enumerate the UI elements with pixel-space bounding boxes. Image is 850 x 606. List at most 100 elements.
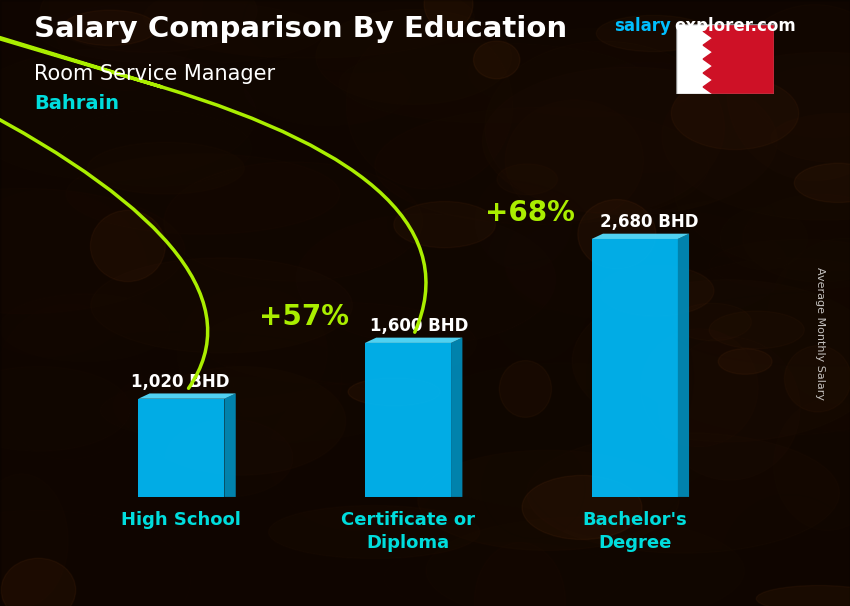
Ellipse shape bbox=[0, 0, 281, 93]
Ellipse shape bbox=[718, 348, 772, 375]
Ellipse shape bbox=[572, 280, 850, 442]
Ellipse shape bbox=[752, 280, 850, 432]
Text: 1,020 BHD: 1,020 BHD bbox=[132, 373, 230, 391]
Polygon shape bbox=[224, 393, 235, 497]
Ellipse shape bbox=[0, 367, 131, 451]
Ellipse shape bbox=[743, 194, 850, 282]
Ellipse shape bbox=[177, 287, 327, 416]
Polygon shape bbox=[592, 234, 689, 239]
Text: explorer.com: explorer.com bbox=[674, 17, 796, 35]
Ellipse shape bbox=[497, 482, 664, 606]
Ellipse shape bbox=[100, 377, 402, 444]
Ellipse shape bbox=[672, 77, 799, 150]
Ellipse shape bbox=[482, 438, 586, 539]
Ellipse shape bbox=[578, 199, 656, 269]
Text: 2,680 BHD: 2,680 BHD bbox=[599, 213, 698, 231]
Ellipse shape bbox=[225, 0, 380, 124]
Text: Salary Comparison By Education: Salary Comparison By Education bbox=[34, 15, 567, 43]
Ellipse shape bbox=[426, 517, 745, 606]
Ellipse shape bbox=[39, 1, 323, 64]
Ellipse shape bbox=[521, 388, 689, 536]
Polygon shape bbox=[677, 234, 689, 497]
Ellipse shape bbox=[0, 510, 190, 606]
Ellipse shape bbox=[105, 391, 246, 490]
Ellipse shape bbox=[475, 172, 572, 270]
Ellipse shape bbox=[394, 201, 496, 248]
Ellipse shape bbox=[269, 381, 445, 531]
Ellipse shape bbox=[114, 365, 309, 447]
Ellipse shape bbox=[137, 367, 346, 475]
Ellipse shape bbox=[771, 113, 850, 162]
Ellipse shape bbox=[418, 450, 679, 550]
Ellipse shape bbox=[484, 41, 724, 213]
Ellipse shape bbox=[527, 433, 840, 553]
Ellipse shape bbox=[659, 337, 800, 480]
Ellipse shape bbox=[0, 294, 170, 361]
Ellipse shape bbox=[727, 5, 850, 181]
Ellipse shape bbox=[1, 558, 76, 606]
Ellipse shape bbox=[474, 542, 565, 606]
Text: Room Service Manager: Room Service Manager bbox=[34, 64, 275, 84]
Ellipse shape bbox=[649, 200, 819, 257]
Ellipse shape bbox=[0, 304, 142, 460]
Bar bbox=[139, 399, 224, 497]
Ellipse shape bbox=[245, 55, 411, 126]
Text: Bahrain: Bahrain bbox=[34, 94, 119, 113]
Ellipse shape bbox=[522, 475, 642, 539]
Ellipse shape bbox=[720, 207, 807, 270]
Text: salary: salary bbox=[614, 17, 671, 35]
Ellipse shape bbox=[49, 0, 202, 91]
Ellipse shape bbox=[397, 363, 725, 510]
Polygon shape bbox=[365, 338, 462, 343]
Ellipse shape bbox=[0, 48, 257, 181]
Ellipse shape bbox=[506, 208, 787, 323]
Ellipse shape bbox=[346, 21, 513, 189]
Ellipse shape bbox=[465, 164, 776, 275]
Ellipse shape bbox=[269, 505, 479, 559]
Ellipse shape bbox=[388, 179, 587, 267]
Text: +57%: +57% bbox=[258, 303, 348, 331]
Polygon shape bbox=[703, 24, 774, 94]
Ellipse shape bbox=[0, 190, 148, 356]
Ellipse shape bbox=[483, 67, 777, 215]
Ellipse shape bbox=[316, 9, 512, 104]
Ellipse shape bbox=[144, 0, 474, 58]
Ellipse shape bbox=[296, 214, 556, 344]
Ellipse shape bbox=[339, 43, 649, 123]
Ellipse shape bbox=[794, 163, 850, 202]
Ellipse shape bbox=[33, 331, 345, 399]
Ellipse shape bbox=[63, 10, 156, 45]
Ellipse shape bbox=[756, 585, 850, 606]
Ellipse shape bbox=[562, 62, 735, 172]
Ellipse shape bbox=[164, 162, 422, 281]
Ellipse shape bbox=[499, 361, 552, 418]
Ellipse shape bbox=[91, 258, 353, 353]
Ellipse shape bbox=[662, 52, 850, 220]
Ellipse shape bbox=[709, 239, 850, 290]
Ellipse shape bbox=[424, 0, 473, 30]
Ellipse shape bbox=[785, 345, 850, 412]
Ellipse shape bbox=[165, 419, 293, 497]
Ellipse shape bbox=[755, 65, 850, 138]
Ellipse shape bbox=[623, 258, 850, 435]
Ellipse shape bbox=[641, 328, 758, 447]
Bar bbox=[592, 239, 677, 497]
Ellipse shape bbox=[587, 302, 694, 454]
Ellipse shape bbox=[90, 210, 165, 282]
Bar bbox=[365, 343, 451, 497]
Ellipse shape bbox=[677, 381, 850, 530]
Ellipse shape bbox=[484, 201, 592, 361]
Ellipse shape bbox=[243, 0, 468, 72]
Ellipse shape bbox=[599, 265, 714, 316]
Ellipse shape bbox=[468, 28, 712, 116]
Text: 1,600 BHD: 1,600 BHD bbox=[370, 317, 468, 335]
Ellipse shape bbox=[768, 238, 850, 404]
Ellipse shape bbox=[383, 542, 624, 606]
Ellipse shape bbox=[0, 474, 68, 606]
Ellipse shape bbox=[375, 107, 709, 225]
Ellipse shape bbox=[0, 188, 185, 314]
Ellipse shape bbox=[709, 311, 804, 348]
Ellipse shape bbox=[722, 494, 850, 606]
Ellipse shape bbox=[183, 0, 454, 94]
Ellipse shape bbox=[671, 291, 850, 366]
